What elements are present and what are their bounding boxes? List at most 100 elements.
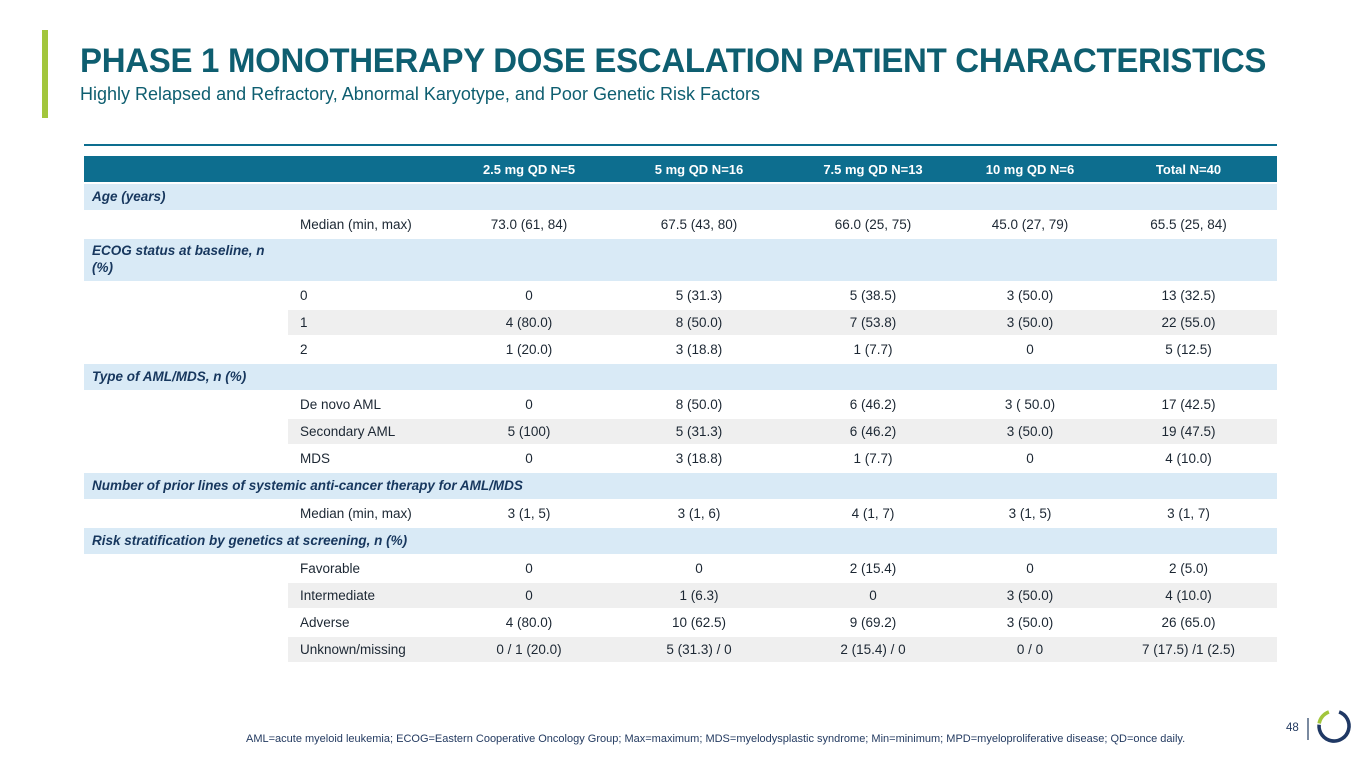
value-cell: 4 (10.0) xyxy=(1100,446,1277,473)
table-header-row: 2.5 mg QD N=5 5 mg QD N=16 7.5 mg QD N=1… xyxy=(84,156,1277,184)
row-label: 2 xyxy=(288,337,446,364)
value-cell: 2 (5.0) xyxy=(1100,556,1277,583)
value-cell: 9 (69.2) xyxy=(786,610,960,637)
value-cell: 66.0 (25, 75) xyxy=(786,212,960,239)
value-cell: 0 xyxy=(446,556,612,583)
page-number: 48 xyxy=(1286,722,1299,734)
row-indent-cell xyxy=(84,336,288,364)
page-subtitle: Highly Relapsed and Refractory, Abnormal… xyxy=(80,84,760,104)
column-header: Total N=40 xyxy=(1100,156,1277,184)
value-cell: 4 (10.0) xyxy=(1100,582,1277,610)
value-cell: 4 (80.0) xyxy=(446,610,612,637)
value-cell: 3 (1, 5) xyxy=(960,501,1100,528)
value-cell: 5 (38.5) xyxy=(786,283,960,310)
value-cell: 3 (1, 6) xyxy=(612,501,786,528)
row-label: Secondary AML xyxy=(288,418,446,446)
table-top-rule xyxy=(84,144,1277,146)
value-cell: 0 xyxy=(960,556,1100,583)
value-cell: 0 xyxy=(612,556,786,583)
patient-table-body: Age (years) Median (min, max) 73.0 (61, 84… xyxy=(84,184,1277,664)
row-label: 1 xyxy=(288,309,446,337)
value-cell: 3 (18.8) xyxy=(612,446,786,473)
value-cell: 1 (20.0) xyxy=(446,337,612,364)
row-indent-cell xyxy=(84,582,288,610)
value-cell: 0 xyxy=(446,392,612,419)
row-indent-cell xyxy=(84,609,288,637)
table-row: Median (min, max) 73.0 (61, 84) 67.5 (43, … xyxy=(84,212,1277,239)
section-label: ECOG status at baseline, n (%) xyxy=(92,243,265,275)
value-cell: 0 / 0 xyxy=(960,636,1100,664)
table-row: MDS 0 3 (18.8) 1 (7.7) 0 4 (10.0) xyxy=(84,445,1277,473)
row-indent-cell xyxy=(84,212,288,239)
table-row: Adverse 4 (80.0) 10 (62.5) 9 (69.2) 3 (50.0)… xyxy=(84,609,1277,637)
value-cell: 3 (50.0) xyxy=(960,283,1100,310)
value-cell: 3 (50.0) xyxy=(960,610,1100,637)
value-cell: 3 (1, 5) xyxy=(446,501,612,528)
row-indent-cell xyxy=(84,445,288,473)
header-spacer xyxy=(84,156,288,184)
table-row: Favorable 0 0 2 (15.4) 0 2 (5.0) xyxy=(84,555,1277,583)
table-row: Median (min, max) 3 (1, 5) 3 (1, 6) 4 (1, 7… xyxy=(84,500,1277,528)
row-label: Median (min, max) xyxy=(288,212,446,239)
value-cell: 1 (7.7) xyxy=(786,337,960,364)
section-cell: Age (years) xyxy=(84,184,1277,212)
value-cell: 17 (42.5) xyxy=(1100,392,1277,419)
row-label: 0 xyxy=(288,283,446,310)
value-cell: 2 (15.4) xyxy=(786,556,960,583)
value-cell: 3 (1, 7) xyxy=(1100,501,1277,528)
value-cell: 8 (50.0) xyxy=(612,309,786,337)
value-cell: 5 (31.3) xyxy=(612,418,786,446)
row-indent-cell xyxy=(84,309,288,337)
value-cell: 26 (65.0) xyxy=(1100,610,1277,637)
section-cell: Risk stratification by genetics at scree… xyxy=(84,527,1277,556)
row-indent-cell xyxy=(84,500,288,528)
section-row: ECOG status at baseline, n (%) xyxy=(84,239,1277,283)
value-cell: 5 (31.3) / 0 xyxy=(612,636,786,664)
header-spacer xyxy=(288,156,446,184)
row-label: Intermediate xyxy=(288,582,446,610)
value-cell: 0 xyxy=(446,582,612,610)
value-cell: 6 (46.2) xyxy=(786,418,960,446)
value-cell: 22 (55.0) xyxy=(1100,309,1277,337)
row-indent-cell xyxy=(84,391,288,419)
value-cell: 0 / 1 (20.0) xyxy=(446,636,612,664)
row-indent-cell xyxy=(84,282,288,310)
value-cell: 73.0 (61, 84) xyxy=(446,212,612,239)
row-label: Median (min, max) xyxy=(288,501,446,528)
row-indent-cell xyxy=(84,418,288,446)
value-cell: 3 (50.0) xyxy=(960,582,1100,610)
section-row: Number of prior lines of systemic anti-c… xyxy=(84,472,1277,501)
value-cell: 7 (53.8) xyxy=(786,309,960,337)
row-indent-cell xyxy=(84,555,288,583)
value-cell: 65.5 (25, 84) xyxy=(1100,212,1277,239)
row-label: MDS xyxy=(288,446,446,473)
patient-characteristics-table: 2.5 mg QD N=5 5 mg QD N=16 7.5 mg QD N=1… xyxy=(84,156,1277,664)
value-cell: 1 (6.3) xyxy=(612,582,786,610)
value-cell: 0 xyxy=(786,582,960,610)
value-cell: 45.0 (27, 79) xyxy=(960,212,1100,239)
column-header: 10 mg QD N=6 xyxy=(960,156,1100,184)
value-cell: 10 (62.5) xyxy=(612,610,786,637)
value-cell: 0 xyxy=(446,446,612,473)
value-cell: 19 (47.5) xyxy=(1100,418,1277,446)
value-cell: 2 (15.4) / 0 xyxy=(786,636,960,664)
value-cell: 6 (46.2) xyxy=(786,392,960,419)
table-row: Secondary AML 5 (100) 5 (31.3) 6 (46.2) 3 (5… xyxy=(84,418,1277,446)
column-header: 2.5 mg QD N=5 xyxy=(446,156,612,184)
section-row: Risk stratification by genetics at scree… xyxy=(84,527,1277,556)
value-cell: 5 (31.3) xyxy=(612,283,786,310)
section-row: Age (years) xyxy=(84,184,1277,212)
value-cell: 4 (80.0) xyxy=(446,309,612,337)
value-cell: 13 (32.5) xyxy=(1100,283,1277,310)
section-row: Type of AML/MDS, n (%) xyxy=(84,363,1277,392)
abbreviations-footnote: AML=acute myeloid leukemia; ECOG=Eastern… xyxy=(246,733,1186,745)
value-cell: 5 (12.5) xyxy=(1100,337,1277,364)
section-cell: Type of AML/MDS, n (%) xyxy=(84,363,1277,392)
table-row: Intermediate 0 1 (6.3) 0 3 (50.0) 4 (10.0) xyxy=(84,582,1277,610)
section-label: Risk stratification by genetics at scree… xyxy=(92,532,408,548)
page-title: PHASE 1 MONOTHERAPY DOSE ESCALATION PATI… xyxy=(80,42,1267,80)
